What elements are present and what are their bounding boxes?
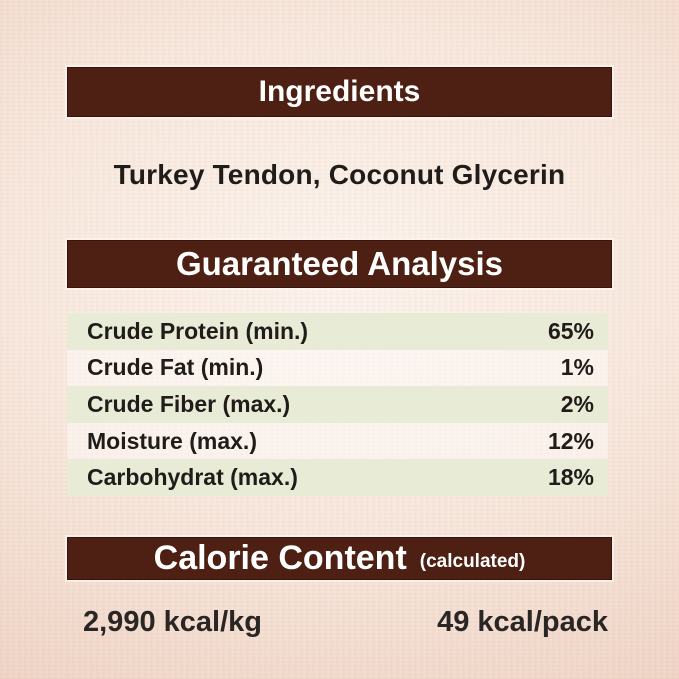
nutrient-value: 65% [547,317,594,344]
guaranteed-analysis-table: Crude Protein (min.) 65% Crude Fat (min.… [67,313,608,496]
ingredients-list: Turkey Tendon, Coconut Glycerin [113,159,566,190]
nutrient-label: Moisture (max.) [87,427,257,454]
guaranteed-analysis-title: Guaranteed Analysis [175,245,504,282]
calories-per-kg: 2,990 kcal/kg [83,605,262,638]
calorie-content-subtitle: (calculated) [419,550,526,572]
table-row: Moisture (max.) 12% [67,422,608,460]
calories-per-pack: 49 kcal/pack [437,605,608,638]
nutrient-label: Crude Fiber (max.) [87,390,291,417]
nutrient-value: 12% [547,427,594,454]
nutrient-value: 2% [560,390,594,417]
nutrient-label: Crude Fat (min.) [87,354,264,381]
ingredients-title: Ingredients [258,75,421,108]
nutrient-value: 1% [560,354,594,381]
table-row: Carbohydrat (max.) 18% [67,459,608,496]
calorie-content-title: Calorie Content [153,539,407,577]
calorie-content-header-bar: Calorie Content (calculated) [67,537,612,580]
table-row: Crude Protein (min.) 65% [67,313,608,350]
nutrient-label: Carbohydrat (max.) [87,464,298,491]
nutrient-value: 18% [547,464,594,491]
ingredients-header-bar: Ingredients [67,67,612,117]
calorie-values-row: 2,990 kcal/kg 49 kcal/pack [67,604,608,640]
table-row: Crude Fiber (max.) 2% [67,386,608,423]
nutrient-label: Crude Protein (min.) [87,317,309,344]
table-row: Crude Fat (min.) 1% [67,349,608,387]
guaranteed-analysis-header-bar: Guaranteed Analysis [67,240,612,288]
